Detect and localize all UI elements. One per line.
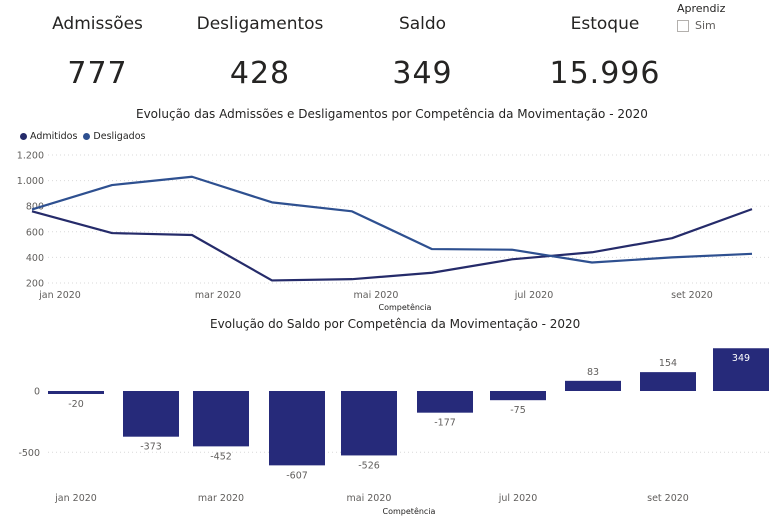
legend-dot-admitidos [20, 133, 27, 140]
y-tick-label: 400 [26, 253, 44, 264]
kpi-value: 349 [392, 56, 453, 91]
y-tick-label: 0 [34, 387, 40, 398]
legend-label: Admitidos [30, 131, 78, 142]
kpi-label: Desligamentos [196, 14, 324, 34]
slicer-option-sim[interactable]: Sim [677, 19, 725, 32]
x-axis-title: Competência [379, 302, 432, 312]
bar-value-label: -177 [434, 418, 456, 429]
x-tick-label: mar 2020 [195, 290, 241, 301]
bar-fev-2020 [123, 391, 179, 437]
kpi-admissoes: Admissões 777 [40, 14, 155, 91]
bar-value-label: 154 [659, 358, 677, 369]
x-tick-label: set 2020 [647, 493, 689, 504]
kpi-desligamentos: Desligamentos 428 [190, 14, 330, 91]
x-tick-label: mai 2020 [347, 493, 392, 504]
bar-value-label: -607 [286, 470, 308, 481]
bar-value-label: -75 [510, 405, 526, 416]
kpi-label: Estoque [570, 14, 640, 34]
kpi-label: Saldo [398, 14, 447, 34]
series-line-admitidos [31, 208, 753, 282]
line-chart-legend: Admitidos Desligados [20, 131, 151, 142]
checkbox[interactable] [677, 19, 689, 32]
x-tick-label: set 2020 [671, 290, 713, 301]
bar-jun-2020 [417, 391, 473, 413]
bar-mar-2020 [193, 391, 249, 447]
x-tick-label: jul 2020 [498, 493, 538, 504]
bar-jan-2020 [48, 391, 104, 394]
kpi-estoque: Estoque 15.996 [535, 14, 675, 91]
line-chart-title: Evolução das Admissões e Desligamentos p… [136, 107, 648, 121]
y-tick-label: 1.200 [17, 151, 44, 162]
x-tick-label: jan 2020 [38, 290, 81, 301]
x-tick-label: mai 2020 [354, 290, 399, 301]
bar-ago-2020 [565, 380, 621, 391]
bar-value-label: -20 [68, 399, 84, 410]
y-tick-label: 600 [26, 227, 44, 238]
kpi-value: 777 [67, 56, 128, 91]
kpi-saldo: Saldo 349 [365, 14, 480, 91]
kpi-label: Admissões [52, 14, 143, 34]
y-tick-label: 800 [26, 202, 44, 213]
bar-out-2020 [713, 348, 769, 391]
bar-mai-2020 [341, 391, 397, 456]
slicer-option-label: Sim [695, 19, 716, 32]
slicer-title: Aprendiz [677, 2, 726, 15]
bar-set-2020 [640, 372, 696, 391]
series-line-desligados [31, 175, 753, 264]
y-tick-label: 200 [26, 279, 44, 290]
kpi-value: 15.996 [549, 56, 661, 91]
legend-dot-desligados [83, 133, 91, 140]
bar-value-label: 83 [587, 367, 599, 378]
bar-value-label: -452 [210, 451, 232, 462]
x-tick-label: mar 2020 [198, 493, 244, 504]
legend-label: Desligados [93, 131, 146, 142]
legend-item-desligados[interactable]: Desligados [83, 131, 145, 142]
y-tick-label: -500 [18, 448, 40, 459]
x-axis-title: Competência [383, 506, 436, 516]
y-tick-label: 1.000 [17, 176, 44, 187]
bar-value-label: 349 [732, 353, 750, 364]
x-tick-label: jan 2020 [54, 493, 97, 504]
bar-abr-2020 [269, 391, 325, 466]
bar-jul-2020 [490, 391, 546, 401]
kpi-value: 428 [229, 56, 291, 91]
x-tick-label: jul 2020 [514, 290, 554, 301]
bar-chart-title: Evolução do Saldo por Competência da Mov… [210, 317, 581, 331]
bar-value-label: -526 [358, 460, 380, 471]
aprendiz-slicer: Aprendiz Sim [677, 2, 725, 32]
bar-chart: 0 -500 -20 -373 -452 -607 -526 -177 -75 83 154 349 j… [18, 348, 770, 516]
legend-item-admitidos[interactable]: Admitidos [20, 131, 77, 142]
bar-value-label: -373 [140, 442, 162, 453]
